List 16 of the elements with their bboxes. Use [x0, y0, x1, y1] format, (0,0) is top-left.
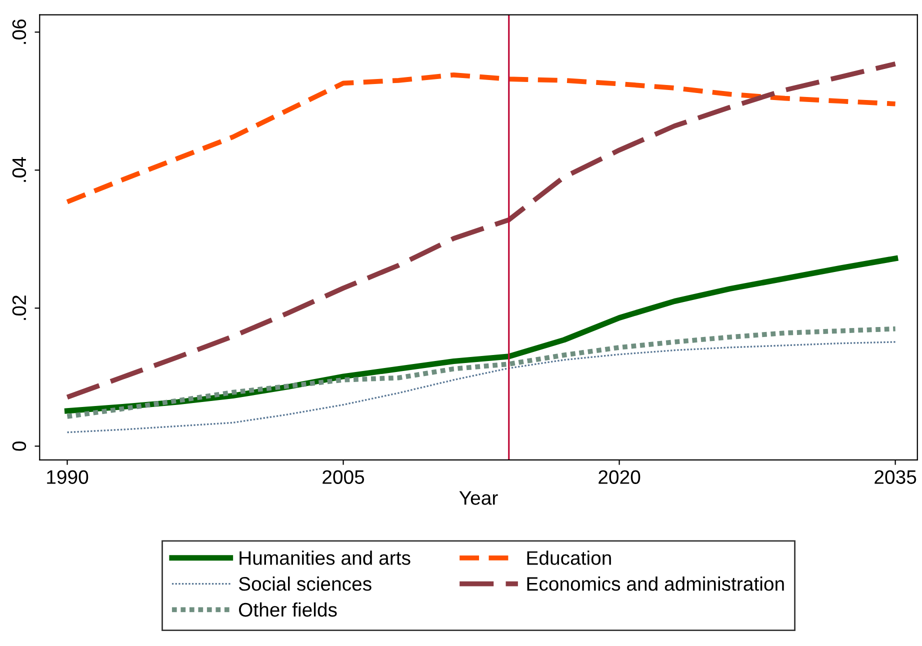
x-tick-label: 2005 — [322, 470, 364, 484]
x-tick-label: 1990 — [47, 470, 88, 484]
line-series — [66, 341, 896, 434]
legend-label: Other fields — [238, 602, 337, 617]
y-tick-label: 0 — [12, 442, 26, 451]
legend-label: Education — [527, 550, 611, 565]
x-axis-title: Year — [459, 491, 498, 505]
x-tick-label: 2035 — [874, 470, 916, 484]
x-tick-label: 2020 — [598, 470, 640, 484]
legend-label: Economics and administration — [527, 576, 784, 591]
line-series — [64, 61, 898, 400]
y-tick-label: .06 — [12, 19, 26, 44]
legend-label: Social sciences — [238, 576, 372, 591]
legend-label: Humanities and arts — [240, 550, 410, 565]
y-tick-label: .04 — [12, 157, 26, 182]
y-tick-label: .02 — [12, 296, 26, 320]
